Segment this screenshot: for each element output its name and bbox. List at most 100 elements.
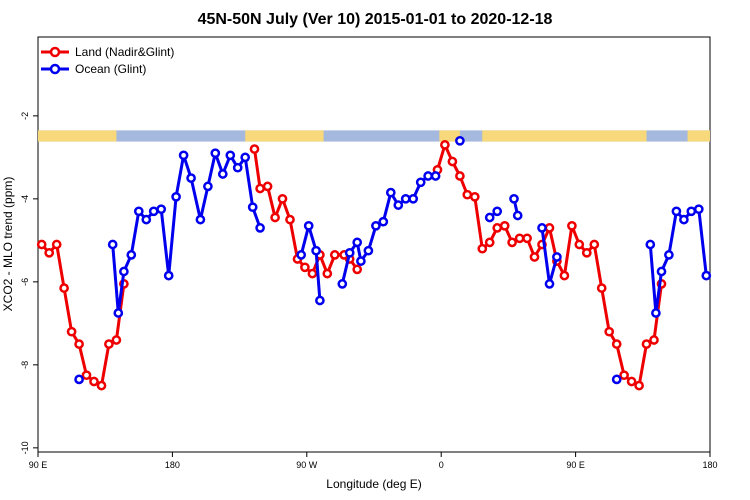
data-point — [210, 148, 221, 159]
legend-land-marker — [49, 46, 61, 58]
chart-title: 45N-50N July (Ver 10) 2015-01-01 to 2020… — [198, 11, 553, 28]
data-point — [111, 335, 122, 345]
data-point — [484, 237, 495, 248]
data-point — [311, 245, 321, 256]
data-point — [693, 204, 704, 215]
data-point — [537, 223, 547, 233]
data-point — [104, 339, 114, 349]
data-point — [499, 220, 510, 231]
x-tick-label: 90 E — [29, 460, 48, 470]
land-band-segment — [482, 130, 647, 142]
data-point — [255, 183, 265, 194]
data-point — [66, 326, 77, 337]
data-point — [186, 173, 196, 183]
data-point — [156, 204, 167, 215]
data-point — [671, 206, 682, 217]
data-point — [430, 171, 441, 181]
data-point — [337, 279, 348, 289]
data-point — [611, 339, 622, 349]
land-ocean-band — [38, 130, 710, 142]
land-band-segment — [245, 130, 324, 142]
land-band-segment — [687, 130, 710, 142]
data-point — [512, 210, 523, 221]
x-tick-label: 180 — [165, 460, 180, 470]
data-point — [113, 308, 124, 318]
legend-land-label: Land (Nadir&Glint) — [75, 45, 174, 59]
y-tick-label: -10 — [20, 441, 30, 454]
series-layer — [36, 135, 712, 391]
data-point — [440, 140, 450, 150]
data-point — [96, 380, 107, 391]
data-point — [596, 283, 607, 293]
data-point — [686, 206, 697, 217]
plot-frame — [37, 36, 711, 453]
data-point — [119, 266, 129, 277]
data-point — [559, 270, 570, 281]
data-point — [217, 169, 228, 179]
y-tick-label: -2 — [20, 112, 30, 120]
data-point — [36, 239, 47, 250]
y-axis: -10 -8 -6 -4 -2 — [20, 112, 38, 454]
data-point — [447, 156, 458, 167]
data-point — [285, 214, 295, 225]
series-line — [299, 224, 322, 301]
data-point — [107, 239, 118, 250]
y-tick-label: -6 — [20, 278, 30, 286]
data-point — [645, 239, 656, 250]
data-point — [371, 220, 381, 231]
y-tick-label: -8 — [20, 361, 30, 369]
data-point — [509, 193, 519, 204]
data-point — [232, 162, 243, 173]
legend-ocean-marker — [49, 63, 61, 75]
data-point — [492, 223, 503, 233]
data-point — [89, 376, 99, 387]
data-point — [552, 252, 562, 262]
data-point — [679, 214, 689, 225]
data-point — [385, 187, 396, 198]
data-point — [408, 193, 419, 204]
data-point — [81, 370, 92, 381]
data-point — [529, 252, 540, 262]
data-point — [240, 152, 251, 163]
series-land — [36, 140, 667, 391]
data-point — [344, 247, 355, 258]
data-point — [352, 237, 363, 248]
data-point — [641, 339, 652, 349]
data-point — [322, 268, 333, 279]
data-point — [400, 193, 411, 204]
data-point — [315, 295, 325, 306]
data-point — [163, 270, 174, 281]
data-point — [126, 250, 137, 260]
data-point — [507, 237, 517, 248]
data-point — [178, 150, 189, 161]
data-point — [423, 171, 433, 181]
data-point — [363, 245, 374, 256]
data-point — [611, 374, 622, 385]
data-point — [492, 206, 503, 217]
data-point — [462, 189, 473, 200]
x-tick-label: 90 E — [566, 460, 585, 470]
data-point — [619, 370, 629, 381]
data-point — [649, 335, 659, 345]
data-point — [255, 223, 265, 233]
x-tick-label: 180 — [702, 460, 717, 470]
data-point — [171, 191, 181, 202]
data-point — [455, 135, 465, 146]
data-point — [656, 266, 667, 277]
series-line — [436, 143, 663, 388]
legend-ocean-label: Ocean (Glint) — [75, 62, 146, 76]
data-point — [514, 233, 525, 244]
data-point — [352, 264, 363, 275]
x-tick-label: 0 — [439, 460, 444, 470]
data-point — [148, 206, 159, 217]
series-ocean — [74, 135, 712, 385]
land-band-segment — [439, 130, 460, 142]
data-point — [296, 250, 307, 260]
data-point — [701, 270, 712, 281]
data-point — [567, 220, 577, 231]
data-point — [604, 326, 615, 337]
data-point — [307, 268, 318, 279]
data-point — [393, 200, 404, 210]
legend: Land (Nadir&Glint) Ocean (Glint) — [41, 45, 174, 76]
data-point — [469, 191, 480, 202]
